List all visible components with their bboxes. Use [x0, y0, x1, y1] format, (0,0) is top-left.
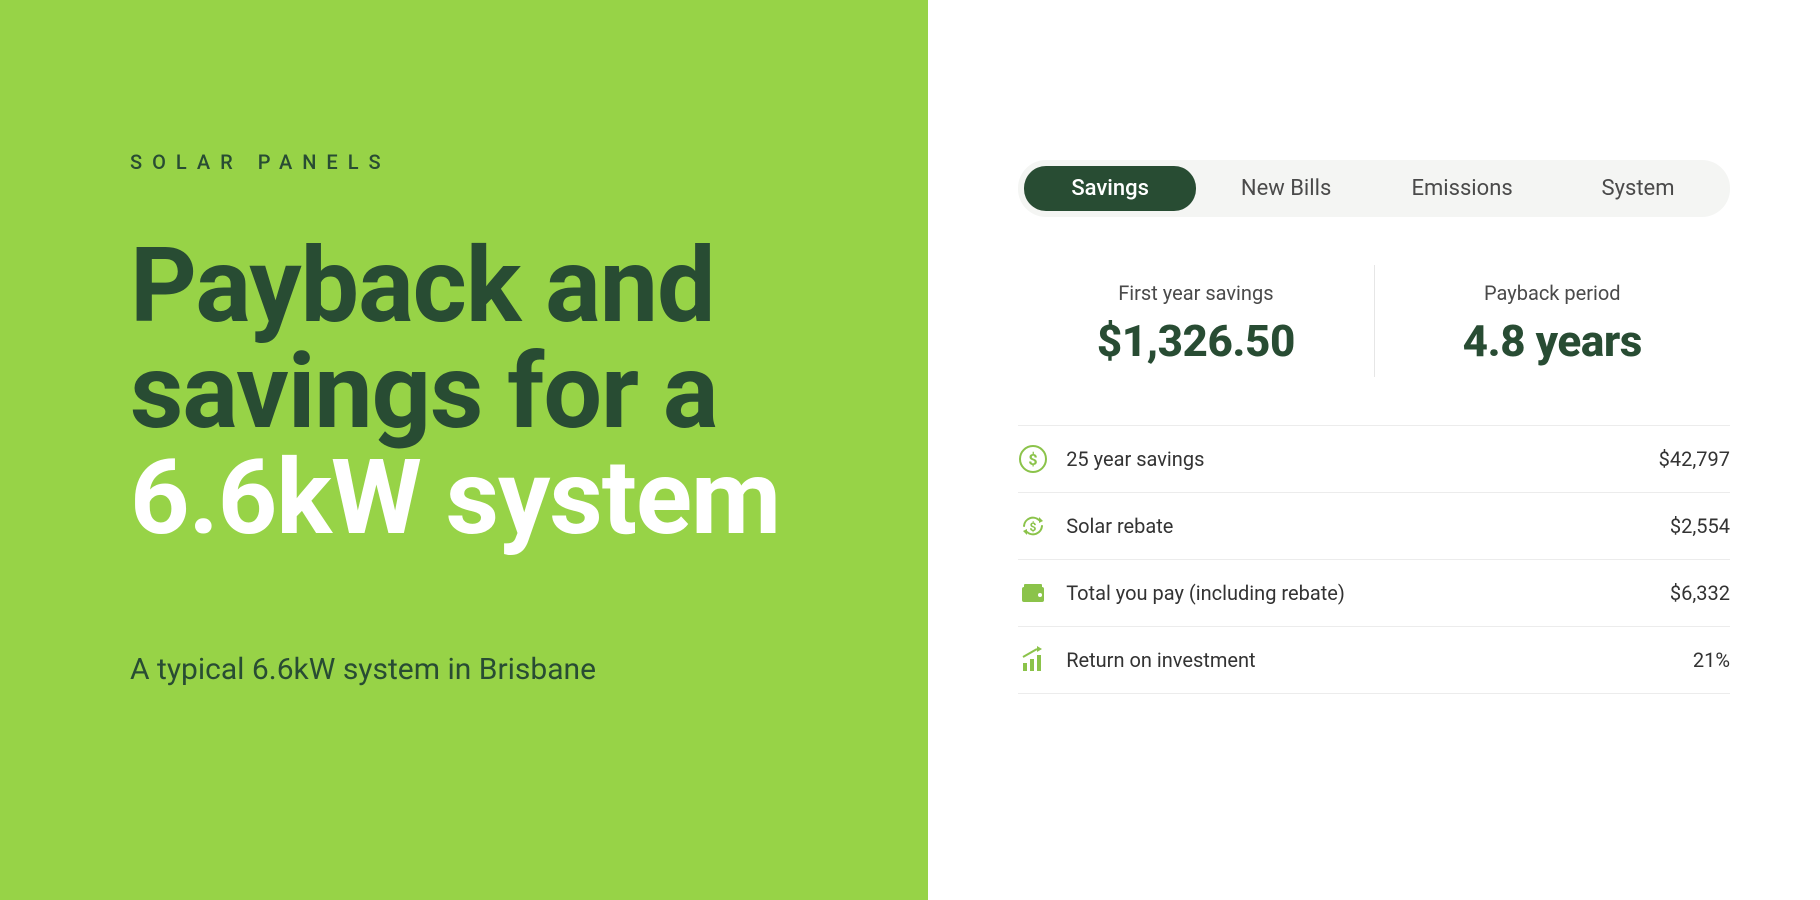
kpi-label: Payback period [1375, 281, 1730, 305]
eyebrow: SOLAR PANELS [130, 150, 928, 174]
tab-savings[interactable]: Savings [1024, 166, 1196, 211]
refresh-dollar-icon [1018, 511, 1048, 541]
headline-line1: Payback and savings for a [130, 234, 928, 446]
line-item: Return on investment 21% [1018, 626, 1730, 694]
line-item-label: Solar rebate [1066, 514, 1173, 538]
tab-bar: Savings New Bills Emissions System [1018, 160, 1730, 217]
kpi-row: First year savings $1,326.50 Payback per… [1018, 265, 1730, 377]
headline: Payback and savings for a 6.6kW system [130, 234, 928, 552]
subhead: A typical 6.6kW system in Brisbane [130, 652, 928, 687]
line-item: Solar rebate $2,554 [1018, 492, 1730, 559]
hero-panel: SOLAR PANELS Payback and savings for a 6… [0, 0, 928, 900]
tab-emissions[interactable]: Emissions [1376, 166, 1548, 211]
dollar-circle-icon [1018, 444, 1048, 474]
data-panel: Savings New Bills Emissions System First… [928, 0, 1820, 900]
line-item-value: $2,554 [1670, 514, 1730, 538]
tab-new-bills[interactable]: New Bills [1200, 166, 1372, 211]
line-item-label: 25 year savings [1066, 447, 1204, 471]
line-item: Total you pay (including rebate) $6,332 [1018, 559, 1730, 626]
line-item-value: $42,797 [1659, 447, 1730, 471]
line-items: 25 year savings $42,797 Solar rebate $2,554… [1018, 425, 1730, 694]
kpi-payback-period: Payback period 4.8 years [1374, 265, 1730, 377]
tab-system[interactable]: System [1552, 166, 1724, 211]
line-item-label: Return on investment [1066, 648, 1255, 672]
line-item: 25 year savings $42,797 [1018, 425, 1730, 492]
headline-line2: 6.6kW system [130, 446, 928, 552]
line-item-value: 21% [1693, 648, 1730, 672]
chart-up-icon [1018, 645, 1048, 675]
kpi-label: First year savings [1018, 281, 1373, 305]
wallet-icon [1018, 578, 1048, 608]
line-item-value: $6,332 [1670, 581, 1730, 605]
line-item-label: Total you pay (including rebate) [1066, 581, 1345, 605]
kpi-value: $1,326.50 [1018, 315, 1373, 367]
kpi-first-year-savings: First year savings $1,326.50 [1018, 265, 1373, 377]
kpi-value: 4.8 years [1375, 315, 1730, 367]
